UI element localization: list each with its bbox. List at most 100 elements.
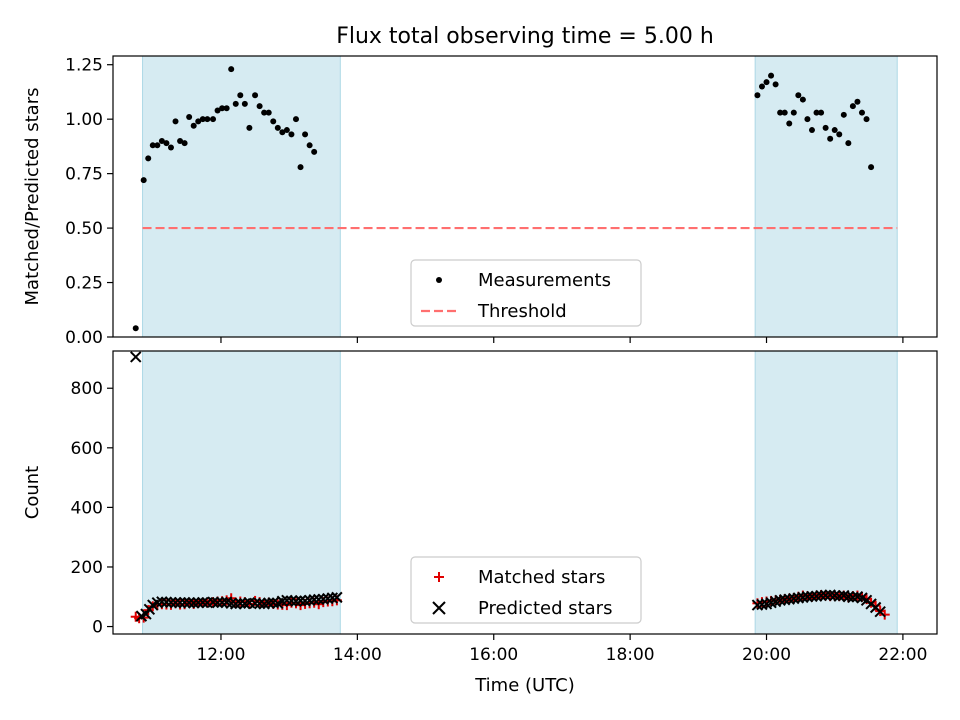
predicted-star-point-61 — [824, 589, 836, 601]
measurement-point-11 — [186, 113, 193, 120]
measurement-point-37 — [306, 142, 313, 149]
top-observing-window-1 — [142, 55, 341, 338]
predicted-star-point-30 — [267, 597, 279, 609]
top-ytick-label-1: 0.25 — [65, 274, 103, 294]
predicted-star-point-46 — [756, 598, 768, 611]
measurement-point-51 — [808, 127, 815, 134]
top-ytick-label-2: 0.50 — [65, 219, 103, 239]
measurement-point-54 — [822, 124, 829, 131]
top-ytick-label-3: 0.75 — [65, 165, 103, 185]
measurement-point-52 — [813, 109, 820, 116]
measurement-point-27 — [261, 109, 268, 116]
measurement-point-47 — [790, 109, 797, 116]
predicted-star-point-53 — [788, 592, 800, 605]
predicted-star-point-39 — [308, 594, 320, 606]
bottom-ytick-label-2: 400 — [71, 498, 103, 518]
measurement-point-9 — [177, 137, 184, 144]
predicted-star-point-22 — [230, 598, 242, 610]
bottom-legend-item-1: Predicted stars — [432, 598, 612, 619]
predicted-star-point-13 — [187, 597, 200, 609]
measurement-point-58 — [840, 111, 847, 118]
measurement-point-50 — [804, 116, 811, 123]
measurement-point-4 — [154, 142, 161, 149]
predicted-star-point-56 — [801, 591, 814, 603]
predicted-star-point-40 — [313, 593, 325, 606]
measurement-point-22 — [237, 92, 244, 99]
measurement-point-5 — [158, 137, 165, 144]
measurement-point-35 — [297, 164, 304, 171]
measurement-point-38 — [311, 148, 318, 155]
measurement-point-10 — [181, 140, 188, 147]
predicted-star-point-12 — [183, 597, 195, 609]
predicted-star-point-17 — [207, 596, 219, 608]
predicted-star-point-9 — [169, 597, 182, 609]
measurement-point-6 — [163, 140, 170, 147]
bottom-axes-frame — [112, 350, 938, 635]
predicted-star-point-23 — [234, 597, 247, 610]
predicted-star-point-36 — [294, 594, 307, 607]
predicted-star-point-8 — [165, 596, 177, 609]
measurement-point-21 — [232, 100, 239, 107]
predicted-star-point-65 — [842, 591, 855, 603]
top-axes-frame — [112, 55, 938, 338]
measurement-point-25 — [252, 92, 259, 99]
predicted-star-point-54 — [792, 592, 805, 604]
bottom-legend-label-1: Predicted stars — [478, 598, 612, 619]
top-legend-item-1: Threshold — [421, 301, 567, 322]
predicted-star-point-11 — [178, 596, 191, 609]
measurement-point-29 — [270, 118, 277, 125]
predicted-star-point-18 — [211, 597, 224, 609]
predicted-star-point-33 — [281, 594, 293, 607]
measurement-point-30 — [274, 124, 281, 131]
bottom-legend-label-0: Matched stars — [478, 567, 605, 588]
measurement-point-39 — [754, 92, 761, 99]
measurement-point-46 — [786, 120, 793, 127]
predicted-star-point-14 — [192, 597, 204, 609]
bottom-legend-item-0: Matched stars — [434, 567, 605, 588]
bottom-xtick-label-1: 14:00 — [333, 645, 382, 665]
measurement-point-12 — [190, 122, 197, 129]
measurement-point-24 — [246, 124, 253, 131]
predicted-star-point-29 — [263, 597, 275, 609]
top-ylabel: Matched/Predicted stars — [22, 88, 43, 306]
bottom-xtick-label-3: 18:00 — [606, 645, 655, 665]
predicted-star-point-10 — [174, 597, 186, 609]
matched-star-point-73 — [879, 609, 890, 620]
predicted-star-point-55 — [797, 591, 809, 604]
bottom-ytick-label-3: 600 — [71, 439, 103, 459]
measurement-point-17 — [214, 107, 221, 114]
measurement-point-45 — [781, 109, 788, 116]
top-ytick-label-4: 1.00 — [65, 110, 103, 130]
top-legend-label-1: Threshold — [477, 301, 567, 322]
predicted-star-point-42 — [322, 592, 334, 605]
predicted-star-point-62 — [829, 589, 841, 602]
bottom-ytick-label-0: 0 — [92, 618, 103, 638]
measurement-point-33 — [288, 131, 295, 138]
measurement-point-14 — [199, 116, 206, 123]
measurement-point-32 — [283, 127, 290, 134]
predicted-star-point-26 — [249, 597, 261, 610]
legend-predicted-marker — [432, 601, 446, 615]
top-legend-box — [410, 259, 642, 327]
predicted-star-point-50 — [774, 594, 786, 607]
measurement-point-62 — [858, 109, 865, 116]
predicted-star-point-37 — [299, 595, 311, 607]
measurement-point-60 — [849, 103, 856, 110]
bottom-observing-window-2 — [754, 350, 898, 635]
measurement-point-55 — [827, 135, 834, 142]
measurement-point-34 — [292, 116, 299, 123]
chart-title: Flux total observing time = 5.00 h — [336, 24, 714, 49]
top-ytick-label-0: 0.00 — [65, 328, 103, 348]
bottom-observing-window-1 — [142, 350, 341, 635]
predicted-star-point-59 — [815, 589, 827, 602]
measurement-point-44 — [777, 109, 784, 116]
measurement-point-26 — [256, 103, 263, 110]
bottom-ylabel: Count — [22, 466, 43, 519]
measurement-point-3 — [149, 142, 156, 149]
measurement-point-36 — [302, 131, 309, 138]
predicted-star-point-41 — [317, 593, 329, 605]
top-legend: Measurements Threshold — [410, 259, 642, 327]
top-ytick-label-5: 1.25 — [65, 56, 103, 76]
top-panel: 0.00 0.25 0.50 0.75 1.00 1.25 Matched/Predicte… — [22, 55, 938, 348]
